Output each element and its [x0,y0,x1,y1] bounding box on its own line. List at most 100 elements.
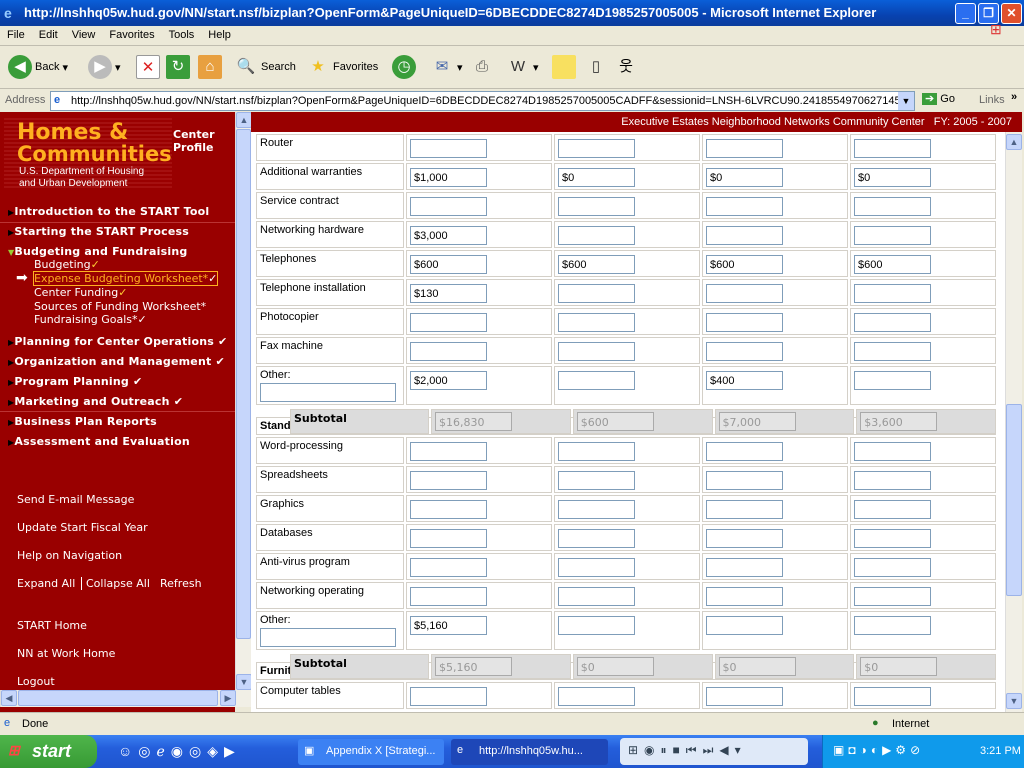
mail-button[interactable]: ✉ ▾ [430,55,463,79]
amount-input[interactable] [558,371,635,390]
menu-edit[interactable]: Edit [38,29,58,41]
amount-input[interactable] [854,442,931,461]
other-description-input[interactable] [260,383,396,402]
maximize-button[interactable]: ❐ [978,3,999,24]
refresh-button[interactable]: ↻ [166,55,190,79]
amount-input[interactable] [410,342,487,361]
amount-input[interactable] [706,587,783,606]
amount-input[interactable]: $600 [558,255,635,274]
amount-input[interactable] [706,139,783,158]
amount-input[interactable] [410,500,487,519]
amount-input[interactable]: $1,000 [410,168,487,187]
amount-input[interactable]: $5,160 [410,616,487,635]
amount-input[interactable] [706,558,783,577]
amount-input[interactable] [558,313,635,332]
research-button[interactable]: 웃 [614,55,638,79]
amount-input[interactable]: $0 [706,168,783,187]
amount-input[interactable] [854,587,931,606]
scroll-left-icon[interactable]: ◀ [1,690,17,706]
amount-input[interactable] [706,500,783,519]
logout-link[interactable]: Logout [17,675,55,688]
amount-input[interactable] [558,284,635,303]
quick-launch-icons[interactable]: ☺◎ℯ◉◎◈▶ [118,743,241,759]
amount-input[interactable] [410,139,487,158]
amount-input[interactable]: $3,000 [410,226,487,245]
messenger-button[interactable]: ▯ [584,55,608,79]
amount-input[interactable]: $0 [854,168,931,187]
chevron-icon[interactable]: » [1011,91,1018,103]
amount-input[interactable] [854,500,931,519]
links-button[interactable]: Links [979,94,1005,106]
amount-input[interactable] [706,284,783,303]
nav-item[interactable]: ▶Planning for Center Operations ✔ [8,335,228,348]
amount-input[interactable] [854,342,931,361]
nav-item[interactable]: ▼Budgeting and Fundraising [8,245,188,258]
forward-button[interactable]: ▶ ▾ [88,55,121,79]
favorites-button[interactable]: ★ Favorites [306,55,378,79]
nav-item[interactable]: ▶Introduction to the START Tool [8,205,210,218]
amount-input[interactable] [558,471,635,490]
amount-input[interactable] [558,529,635,548]
amount-input[interactable] [706,687,783,706]
nav-item[interactable]: ▶Assessment and Evaluation [8,435,190,448]
amount-input[interactable] [558,616,635,635]
amount-input[interactable] [854,558,931,577]
amount-input[interactable] [854,139,931,158]
scroll-thumb[interactable] [1006,404,1022,596]
amount-input[interactable] [558,558,635,577]
other-description-input[interactable] [260,628,396,647]
center-profile-link[interactable]: Center Profile [173,128,215,154]
amount-input[interactable] [558,139,635,158]
main-scrollbar[interactable]: ▲ ▼ [1005,132,1022,712]
amount-input[interactable]: $2,000 [410,371,487,390]
amount-input[interactable] [558,587,635,606]
nav-subitem[interactable]: Budgeting✓ [34,258,100,271]
menu-help[interactable]: Help [208,29,231,41]
amount-input[interactable] [410,313,487,332]
nav-subitem[interactable]: Sources of Funding Worksheet* [34,300,207,313]
start-button[interactable]: ⊞ start [0,735,97,768]
scroll-thumb[interactable] [236,129,251,639]
amount-input[interactable]: $130 [410,284,487,303]
amount-input[interactable] [854,616,931,635]
send-email-link[interactable]: Send E-mail Message [17,493,135,506]
amount-input[interactable] [706,313,783,332]
amount-input[interactable]: $0 [558,168,635,187]
edit-button[interactable]: W ▾ [506,55,539,79]
amount-input[interactable] [410,197,487,216]
nn-at-work-link[interactable]: NN at Work Home [17,647,116,660]
scroll-down-icon[interactable]: ▼ [1006,693,1022,709]
amount-input[interactable] [558,226,635,245]
search-button[interactable]: 🔍 Search [234,55,296,79]
amount-input[interactable] [854,471,931,490]
history-button[interactable]: ◷ [392,55,416,79]
scroll-up-icon[interactable]: ▲ [1006,134,1022,150]
amount-input[interactable] [410,529,487,548]
amount-input[interactable] [706,471,783,490]
refresh-link[interactable]: Refresh [160,577,202,590]
amount-input[interactable] [558,687,635,706]
nav-subitem[interactable]: Expense Budgeting Worksheet*✓ [33,271,219,286]
amount-input[interactable]: $400 [706,371,783,390]
media-player-toolbar[interactable]: ⊞◉⏸■⏮⏭◀▾ [620,738,808,765]
amount-input[interactable] [854,284,931,303]
update-fiscal-year-link[interactable]: Update Start Fiscal Year [17,521,148,534]
menu-tools[interactable]: Tools [168,29,195,41]
amount-input[interactable] [854,529,931,548]
amount-input[interactable]: $600 [854,255,931,274]
amount-input[interactable] [706,442,783,461]
nav-item[interactable]: ▶Program Planning ✔ [8,375,143,388]
nav-subitem[interactable]: Fundraising Goals*✓ [34,313,147,326]
left-scrollbar[interactable]: ▲ ▼ [235,112,252,690]
scroll-up-icon[interactable]: ▲ [236,112,252,128]
amount-input[interactable]: $600 [706,255,783,274]
menu-view[interactable]: View [71,29,96,41]
amount-input[interactable] [854,197,931,216]
left-hscrollbar[interactable]: ◀ ▶ [0,690,251,707]
minimize-button[interactable]: _ [955,3,976,24]
nav-subitem[interactable]: Center Funding✓ [34,286,128,299]
address-input[interactable]: e http://lnshhq05w.hud.gov/NN/start.nsf/b… [50,91,915,111]
amount-input[interactable] [854,226,931,245]
back-button[interactable]: ◀ Back ▾ [8,55,68,79]
collapse-all-link[interactable]: Collapse All [81,577,150,590]
